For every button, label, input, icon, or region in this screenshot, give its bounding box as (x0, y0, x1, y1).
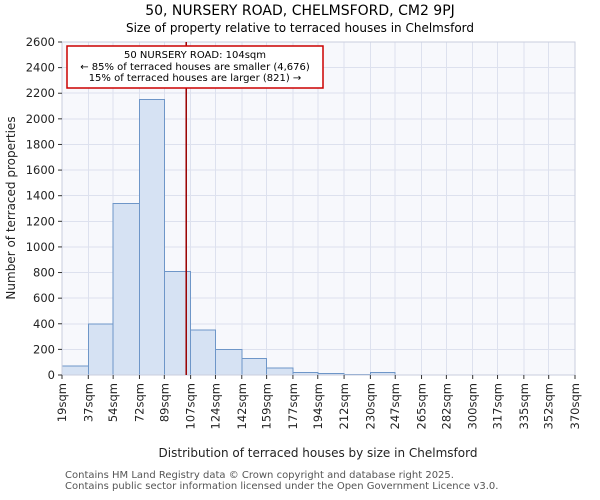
y-tick-label: 2000 (26, 112, 55, 126)
x-tick-label: 352sqm (542, 383, 556, 429)
x-tick-label: 194sqm (311, 383, 325, 429)
x-tick-label: 107sqm (184, 383, 198, 429)
annotation-box: 50 NURSERY ROAD: 104sqm ← 85% of terrace… (66, 45, 324, 89)
chart-subtitle: Size of property relative to terraced ho… (126, 21, 474, 35)
x-tick-label: 177sqm (286, 383, 300, 429)
y-tick-label: 1000 (26, 240, 55, 254)
x-tick-label: 124sqm (208, 383, 222, 429)
y-tick-label: 1200 (26, 214, 55, 228)
x-tick-label: 89sqm (157, 383, 171, 422)
y-tick-label: 2200 (26, 86, 55, 100)
histogram-bar (61, 365, 89, 376)
y-tick-label: 200 (33, 342, 55, 356)
annotation-border (66, 45, 324, 89)
x-tick-label: 317sqm (491, 383, 505, 429)
axis-ticks: 0 200 400 600 800 1000 1200 1400 1600 1800 2000 220… (26, 35, 582, 429)
y-tick-label: 2400 (26, 61, 55, 75)
x-tick-label: 19sqm (55, 383, 69, 422)
x-tick-label: 282sqm (439, 383, 453, 429)
x-tick-label: 212sqm (337, 383, 351, 429)
histogram-bar (241, 357, 268, 376)
footer-line2: Contains public sector information licen… (65, 481, 498, 492)
x-tick-label: 37sqm (81, 383, 95, 422)
footer-line1: Contains HM Land Registry data © Crown c… (65, 470, 454, 481)
histogram-bar (112, 202, 140, 376)
x-tick-label: 370sqm (568, 383, 582, 429)
y-tick-label: 800 (33, 266, 55, 280)
x-tick-label: 265sqm (415, 383, 429, 429)
x-tick-label: 335sqm (517, 383, 531, 429)
plot-border (61, 41, 576, 376)
annotation-line3: 15% of terraced houses are larger (821) … (89, 73, 302, 84)
chart-title: 50, NURSERY ROAD, CHELMSFORD, CM2 9PJ (145, 3, 455, 19)
histogram-bar (214, 348, 243, 376)
y-tick-label: 600 (33, 291, 55, 305)
annotation-line1: 50 NURSERY ROAD: 104sqm (124, 50, 266, 61)
y-tick-label: 400 (33, 317, 55, 331)
x-tick-label: 230sqm (363, 383, 377, 429)
histogram-bar (138, 99, 165, 376)
y-tick-label: 1600 (26, 163, 55, 177)
x-tick-label: 247sqm (388, 383, 402, 429)
x-tick-label: 142sqm (235, 383, 249, 429)
histogram-bar (190, 329, 216, 376)
y-tick-label: 2600 (26, 35, 55, 49)
annotation-line2: ← 85% of terraced houses are smaller (4,… (80, 62, 310, 73)
y-tick-label: 1400 (26, 189, 55, 203)
histogram-bars (61, 99, 396, 376)
x-tick-label: 72sqm (132, 383, 146, 422)
x-tick-label: 300sqm (466, 383, 480, 429)
x-tick-label: 159sqm (260, 383, 274, 429)
y-tick-label: 1800 (26, 137, 55, 151)
y-axis-label: Number of terraced properties (4, 116, 18, 299)
x-axis-label: Distribution of terraced houses by size … (159, 446, 478, 460)
histogram-bar (266, 367, 294, 376)
histogram-bar (87, 323, 114, 376)
x-tick-label: 54sqm (106, 383, 120, 422)
y-tick-label: 0 (48, 368, 55, 382)
